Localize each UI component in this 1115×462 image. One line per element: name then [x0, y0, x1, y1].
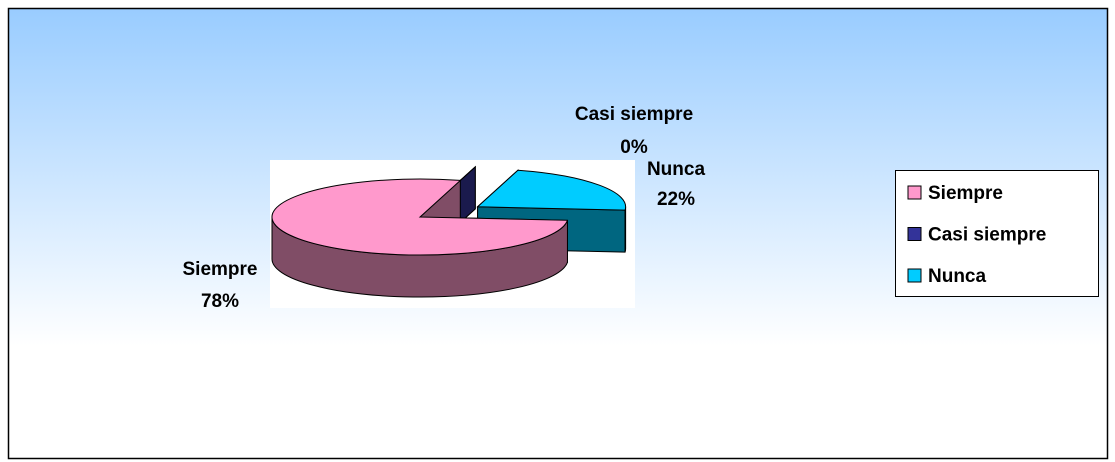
data-label-value: 0% [620, 137, 648, 158]
data-label-value: 22% [657, 189, 695, 210]
legend-label: Casi siempre [928, 225, 1046, 246]
legend-swatch [907, 268, 922, 283]
legend-swatch [907, 227, 922, 241]
data-label-name: Nunca [647, 159, 706, 180]
legend-label: Nunca [928, 266, 987, 287]
data-label-name: Casi siempre [575, 104, 693, 125]
legend-swatch [907, 185, 922, 200]
slice-top [271, 178, 569, 256]
pie-slice [271, 178, 569, 298]
legend [895, 170, 1099, 297]
data-label-value: 78% [201, 291, 239, 312]
data-label-name: Siempre [183, 259, 258, 280]
slice-top [476, 169, 627, 211]
legend-label: Siempre [928, 183, 1003, 204]
slice-side [624, 206, 627, 253]
